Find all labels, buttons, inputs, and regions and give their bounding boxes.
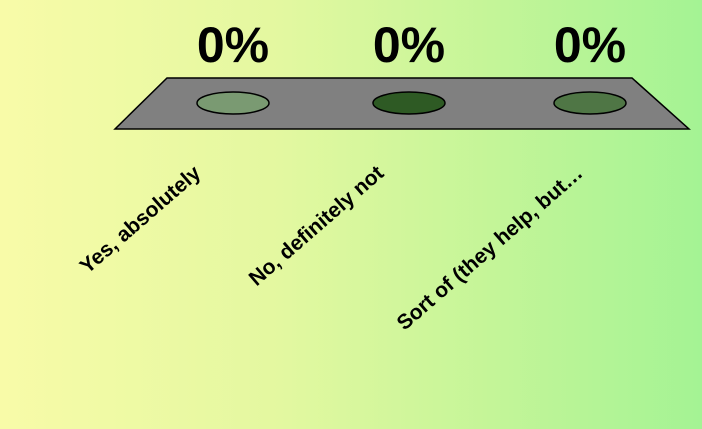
category-label-2: No, definitely not — [245, 161, 389, 290]
value-label-2: 0% — [373, 17, 445, 73]
value-labels: 0% 0% 0% — [197, 17, 626, 73]
value-label-3: 0% — [554, 17, 626, 73]
category-labels: Yes, absolutely No, definitely not Sort of… — [76, 161, 588, 335]
category-label-1: Yes, absolutely — [76, 161, 206, 278]
value-label-1: 0% — [197, 17, 269, 73]
bar-group — [196, 91, 627, 115]
bar-3 — [553, 91, 627, 115]
category-label-3: Sort of (they help, but… — [393, 161, 588, 334]
bar-1 — [196, 91, 270, 115]
bar-2 — [372, 91, 446, 115]
